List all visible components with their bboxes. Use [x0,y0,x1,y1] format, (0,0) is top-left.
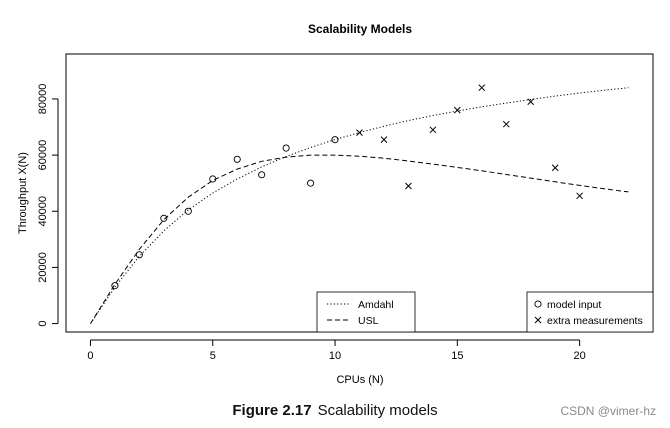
y-tick-label: 0 [37,321,49,327]
extra-measurement-point [502,120,510,128]
y-axis: 0 20000 40000 60000 80000 [37,84,59,327]
legend-models: Amdahl USL [316,291,416,333]
legend-amdahl-label: Amdahl [358,299,394,311]
data-points [111,84,583,290]
extra-measurement-point [453,106,461,114]
x-tick-label: 5 [210,350,216,362]
model-input-point [209,175,217,183]
figure-caption-label: Figure 2.17 [232,402,312,419]
x-tick-label: 0 [87,350,93,362]
model-curves [90,87,629,324]
legend-model-input-label: model input [547,299,601,311]
model-input-point [282,144,290,152]
legend-points: model input extra measurements [526,291,654,333]
legend-usl-label: USL [358,315,379,327]
model-input-point [160,214,168,222]
x-tick-label: 15 [451,350,463,362]
plot-frame [65,53,654,333]
legend-points-box [526,291,654,333]
y-tick-label: 20000 [37,252,49,283]
legend-extra-measurements-label: extra measurements [547,315,643,327]
y-tick-label: 60000 [37,140,49,171]
figure-caption-text: Scalability models [317,402,438,419]
chart-title: Scalability Models [308,22,412,36]
model-input-point [184,207,192,215]
model-input-point [307,179,315,187]
x-axis-label: CPUs (N) [336,374,383,386]
extra-measurement-point [527,98,535,106]
x-axis: 0 5 10 15 20 [87,339,586,362]
x-tick-label: 10 [329,350,341,362]
model-input-point [258,171,266,179]
legend-models-box [316,291,416,333]
amdahl-curve [90,87,629,324]
extra-measurement-point [405,182,412,190]
watermark: CSDN @vimer-hz [560,404,656,418]
model-input-point [135,251,143,259]
extra-measurement-point [551,164,559,172]
y-tick-label: 40000 [37,196,49,227]
legend-model-input-marker [534,300,542,308]
x-tick-label: 20 [574,350,586,362]
extra-measurement-point [478,84,486,92]
model-input-point [331,136,339,144]
extra-measurement-point [356,129,363,136]
scalability-chart: Scalability Models 0 5 10 15 20 0 20000 40000 6… [17,22,654,386]
y-tick-label: 80000 [37,84,49,115]
extra-measurement-point [429,126,437,134]
legend-extra-measurements-marker [534,316,542,324]
y-axis-label: Throughput X(N) [17,152,29,234]
extra-measurement-point [380,136,388,143]
usl-curve [90,154,629,324]
model-input-point [111,282,119,290]
extra-measurement-point [576,192,583,200]
model-input-point [233,155,241,163]
figure-caption: Figure 2.17 Scalability models [0,402,670,419]
